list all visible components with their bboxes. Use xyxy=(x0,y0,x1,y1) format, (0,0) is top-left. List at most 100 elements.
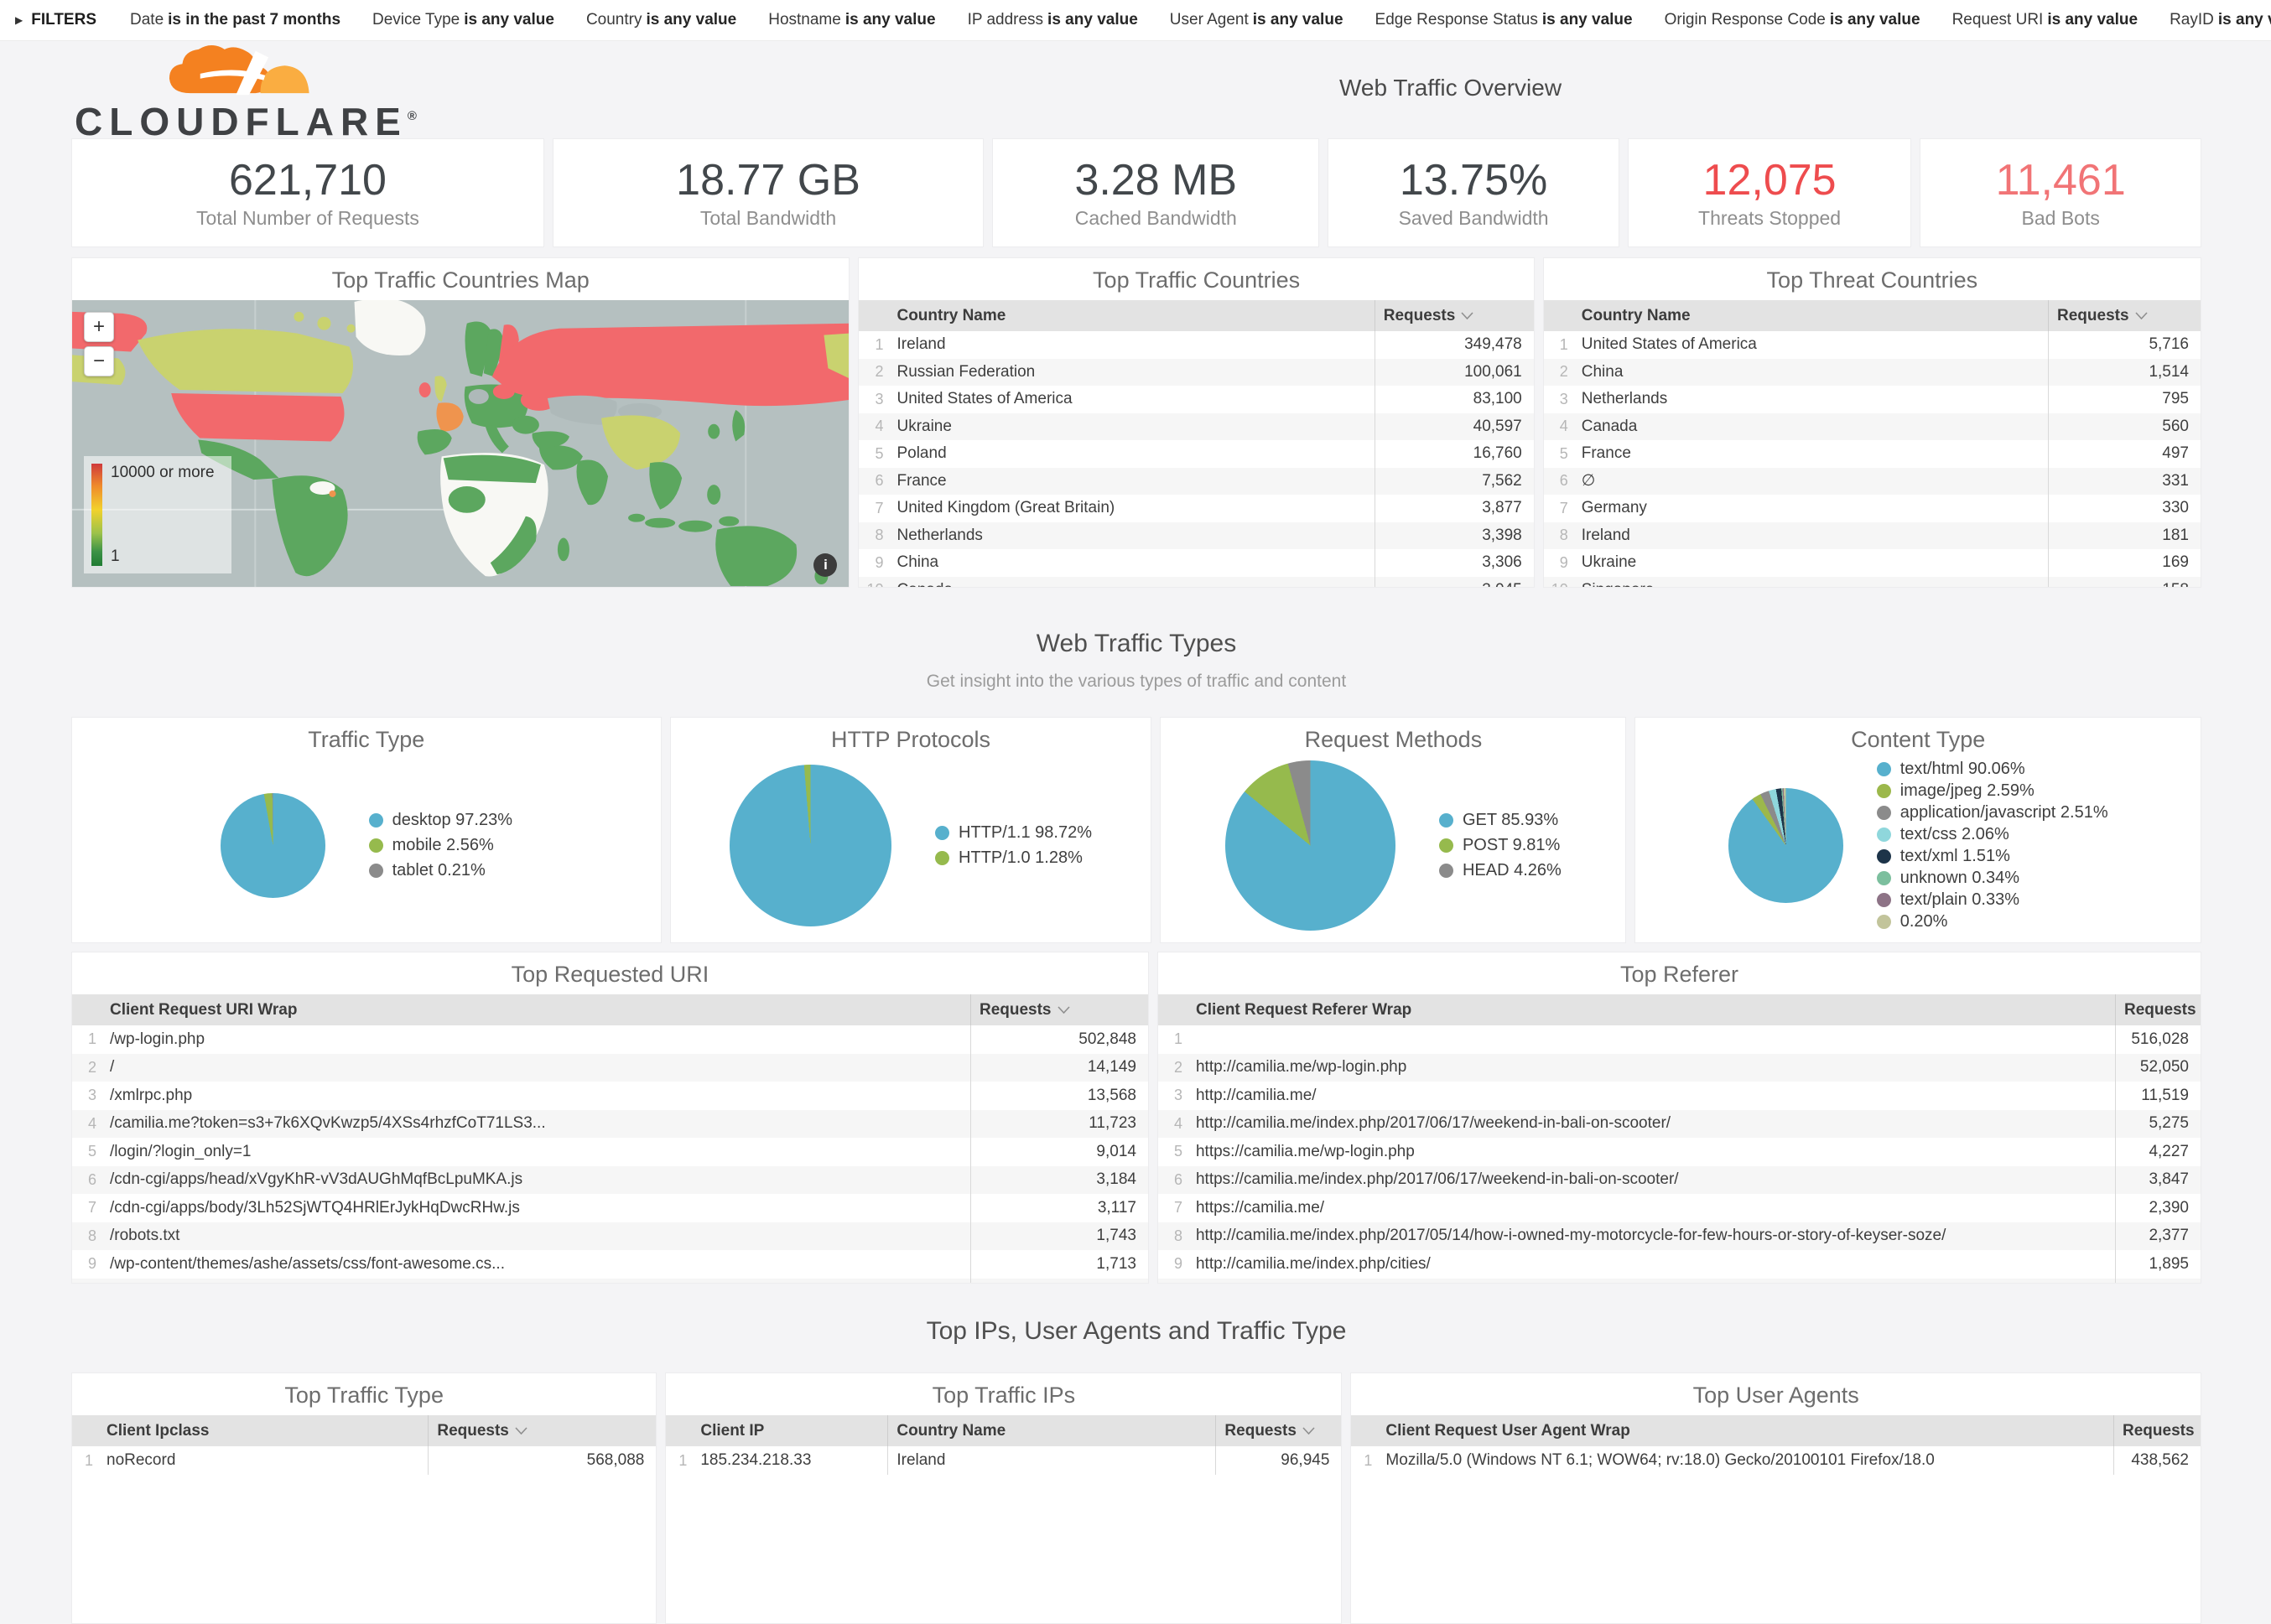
table-row[interactable]: 8 http://camilia.me/index.php/2017/05/14… xyxy=(1158,1222,2201,1251)
cloudflare-logo: CLOUDFLARE® xyxy=(75,44,417,141)
table-row[interactable]: 3 /xmlrpc.php 13,568 xyxy=(72,1082,1148,1110)
table-row[interactable]: 3 Netherlands 795 xyxy=(1544,386,2201,413)
request-methods-card: Request Methods GET 85.93% POST 9.81% xyxy=(1160,717,1626,943)
stat-value: 13.75% xyxy=(1400,156,1547,205)
table-row[interactable]: 7 https://camilia.me/ 2,390 xyxy=(1158,1194,2201,1222)
table-row[interactable]: 5 Poland 16,760 xyxy=(859,440,1533,468)
stat-card: 18.77 GB Total Bandwidth xyxy=(553,138,984,247)
section-title: Web Traffic Types xyxy=(71,630,2201,658)
map-zoom-in-button[interactable]: + xyxy=(84,312,114,342)
column-header-requests[interactable]: Requests xyxy=(2113,1415,2201,1446)
stat-value: 18.77 GB xyxy=(676,156,860,205)
table-row[interactable]: 7 Germany 330 xyxy=(1544,495,2201,522)
legend-item: image/jpeg 2.59% xyxy=(1877,781,2108,801)
table-row[interactable]: 5 https://camilia.me/wp-login.php 4,227 xyxy=(1158,1138,2201,1166)
table-row[interactable]: 9 /wp-content/themes/ashe/assets/css/fon… xyxy=(72,1250,1148,1279)
column-header-requests[interactable]: Requests xyxy=(1375,300,1534,331)
http-protocols-card: HTTP Protocols HTTP/1.1 98.72% HTTP/1.0 … xyxy=(670,717,1152,943)
table-row[interactable]: 9 Ukraine 169 xyxy=(1544,549,2201,577)
top-traffic-ips-card: Top Traffic IPs Client IP Country Name R… xyxy=(665,1372,1342,1624)
legend-dot-icon xyxy=(1877,871,1891,885)
web-traffic-types-section-header: Web Traffic Types Get insight into the v… xyxy=(71,596,2201,692)
table-row[interactable]: 1 Ireland 349,478 xyxy=(859,331,1533,359)
table-row[interactable]: 6 /cdn-cgi/apps/head/xVgyKhR-vV3dAUGhMqf… xyxy=(72,1166,1148,1195)
table-row[interactable]: 2 China 1,514 xyxy=(1544,359,2201,387)
table-row[interactable]: 1 185.234.218.33 Ireland 96,945 xyxy=(666,1446,1341,1475)
table-row[interactable]: 10 http://camilia.me/index.php/about/ 1,… xyxy=(1158,1279,2201,1284)
column-header-country[interactable]: Country Name xyxy=(887,1415,1215,1446)
table-row[interactable]: 10 /wp-content/themes/ashe/style.css?ver… xyxy=(72,1279,1148,1284)
table-row[interactable]: 4 Ukraine 40,597 xyxy=(859,413,1533,441)
column-header-client-ip[interactable]: Client IP xyxy=(693,1422,887,1440)
legend-item: mobile 2.56% xyxy=(369,836,512,855)
top-referer-table: Client Request Referer Wrap Requests 1 5… xyxy=(1158,994,2201,1284)
http-protocols-pie-chart xyxy=(730,765,891,926)
table-row[interactable]: 1 Mozilla/5.0 (Windows NT 6.1; WOW64; rv… xyxy=(1351,1446,2201,1475)
table-row[interactable]: 7 /cdn-cgi/apps/body/3Lh52SjWTQ4HRlErJyk… xyxy=(72,1194,1148,1222)
table-row[interactable]: 4 Canada 560 xyxy=(1544,413,2201,441)
legend-dot-icon xyxy=(1439,864,1453,878)
table-row[interactable]: 3 http://camilia.me/ 11,519 xyxy=(1158,1082,2201,1110)
table-row[interactable]: 8 Ireland 181 xyxy=(1544,522,2201,550)
table-row[interactable]: 5 France 497 xyxy=(1544,440,2201,468)
legend-item: HEAD 4.26% xyxy=(1439,861,1562,880)
table-row[interactable]: 2 Russian Federation 100,061 xyxy=(859,359,1533,387)
column-header-referer[interactable]: Client Request Referer Wrap xyxy=(1188,1001,2115,1020)
world-map[interactable]: + − 10000 or more 1 i xyxy=(72,300,849,587)
table-row[interactable]: 6 ∅ 331 xyxy=(1544,468,2201,496)
column-header-requests[interactable]: Requests xyxy=(970,994,1148,1025)
table-row[interactable]: 1 /wp-login.php 502,848 xyxy=(72,1025,1148,1054)
card-title: Content Type xyxy=(1635,718,2201,760)
map-zoom-out-button[interactable]: − xyxy=(84,346,114,376)
table-row[interactable]: 2 / 14,149 xyxy=(72,1054,1148,1082)
column-header-requests[interactable]: Requests xyxy=(428,1415,656,1446)
column-header-uri[interactable]: Client Request URI Wrap xyxy=(102,1001,970,1020)
table-row[interactable]: 6 https://camilia.me/index.php/2017/06/1… xyxy=(1158,1166,2201,1195)
card-title: Traffic Type xyxy=(72,718,661,760)
column-header-requests[interactable]: Requests xyxy=(1215,1415,1341,1446)
table-row[interactable]: 10 Singapore 158 xyxy=(1544,577,2201,589)
table-row[interactable]: 6 France 7,562 xyxy=(859,468,1533,496)
stat-card: 13.75% Saved Bandwidth xyxy=(1328,138,1619,247)
request-methods-legend: GET 85.93% POST 9.81% HEAD 4.26% xyxy=(1439,805,1562,886)
stat-value: 12,075 xyxy=(1703,156,1837,205)
table-row[interactable]: 4 http://camilia.me/index.php/2017/06/17… xyxy=(1158,1110,2201,1139)
table-row[interactable]: 1 United States of America 5,716 xyxy=(1544,331,2201,359)
table-row[interactable]: 7 United Kingdom (Great Britain) 3,877 xyxy=(859,495,1533,522)
table-row[interactable]: 4 /camilia.me?token=s3+7k6XQvKwzp5/4XSs4… xyxy=(72,1110,1148,1139)
column-header-country[interactable]: Country Name xyxy=(889,307,1374,325)
stat-card: 11,461 Bad Bots xyxy=(1920,138,2201,247)
legend-item: text/css 2.06% xyxy=(1877,825,2108,844)
top-traffic-ips-table: Client IP Country Name Requests 1 185.23… xyxy=(666,1415,1341,1475)
table-row[interactable]: 5 /login/?login_only=1 9,014 xyxy=(72,1138,1148,1166)
cloudflare-cloud-icon xyxy=(157,44,335,101)
table-row[interactable]: 10 Canada 3,045 xyxy=(859,577,1533,589)
column-header-country[interactable]: Country Name xyxy=(1574,307,2048,325)
column-header-ipclass[interactable]: Client Ipclass xyxy=(99,1422,428,1440)
table-row[interactable]: 8 Netherlands 3,398 xyxy=(859,522,1533,550)
column-header-requests[interactable]: Requests xyxy=(2115,994,2201,1025)
column-header-requests[interactable]: Requests xyxy=(2048,300,2201,331)
column-header-user-agent[interactable]: Client Request User Agent Wrap xyxy=(1378,1422,2113,1440)
table-row[interactable]: 1 516,028 xyxy=(1158,1025,2201,1054)
table-row[interactable]: 3 United States of America 83,100 xyxy=(859,386,1533,413)
stat-card: 3.28 MB Cached Bandwidth xyxy=(992,138,1319,247)
table-row[interactable]: 9 China 3,306 xyxy=(859,549,1533,577)
table-row[interactable]: 9 http://camilia.me/index.php/cities/ 1,… xyxy=(1158,1250,2201,1279)
http-protocols-legend: HTTP/1.1 98.72% HTTP/1.0 1.28% xyxy=(935,817,1092,874)
filters-toggle[interactable]: ▶ FILTERS xyxy=(15,11,96,29)
table-row[interactable]: 8 /robots.txt 1,743 xyxy=(72,1222,1148,1251)
legend-item: GET 85.93% xyxy=(1439,811,1562,830)
table-row[interactable]: 1 noRecord 568,088 xyxy=(72,1446,656,1475)
table-row[interactable]: 2 http://camilia.me/wp-login.php 52,050 xyxy=(1158,1054,2201,1082)
